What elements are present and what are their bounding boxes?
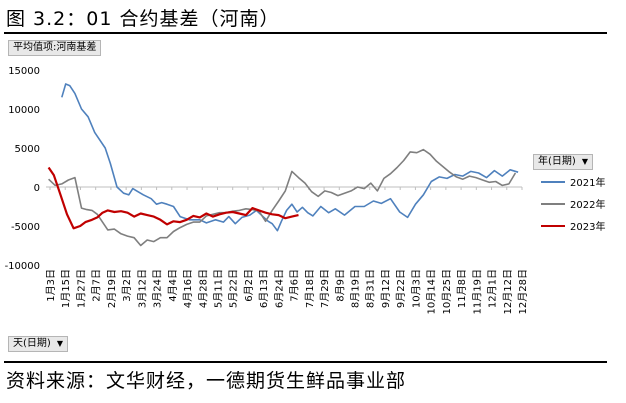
- x-tick-label: 6月13日: [258, 269, 270, 308]
- x-tick-label: 12月28日: [517, 269, 529, 314]
- x-tick-label: 1月15日: [60, 269, 72, 308]
- title-rule: [4, 32, 607, 34]
- x-tick-label: 3月24日: [152, 269, 164, 308]
- x-tick-label: 5月22日: [228, 269, 240, 308]
- x-tick-label: 3月2日: [121, 269, 133, 302]
- x-tick-label: 10月3日: [410, 269, 422, 308]
- x-tick-label: 10月25日: [441, 269, 453, 314]
- x-tick-label: 9月22日: [395, 269, 407, 308]
- x-tick-label: 10月14日: [426, 269, 438, 314]
- chevron-down-icon: ▼: [581, 157, 588, 166]
- x-tick-label: 8月9日: [334, 269, 346, 302]
- x-tick-label: 7月18日: [304, 269, 316, 308]
- x-tick-label: 7月29日: [319, 269, 331, 308]
- x-tick-label: 1月3日: [45, 269, 57, 302]
- x-tick-label: 1月27日: [75, 269, 87, 308]
- x-tick-label: 8月31日: [365, 269, 377, 308]
- x-tick-label: 3月12日: [136, 269, 148, 308]
- x-tick-label: 4月16日: [182, 269, 194, 308]
- series-line-2: [48, 148, 517, 247]
- figure-title: 图 3.2：01 合约基差（河南）: [6, 8, 280, 30]
- x-tick-label: 2月7日: [91, 269, 103, 302]
- x-tick-label: 2月19日: [106, 269, 118, 308]
- line-chart: -10000 -5000 0 5000 10000 15000 1月3日 1月15日 1月27日…: [5, 66, 606, 314]
- day-field-label: 天(日期): [13, 338, 51, 349]
- y-tick-label: 5000: [15, 144, 40, 155]
- y-tick-label: -10000: [5, 261, 40, 272]
- y-tick-label: -5000: [11, 222, 40, 233]
- values-field-button[interactable]: 平均值项:河南基差: [8, 40, 102, 56]
- y-tick-label: 15000: [8, 66, 40, 77]
- x-tick-label: 6月2日: [243, 269, 255, 302]
- y-tick-label: 10000: [8, 105, 40, 116]
- source-rule: [4, 361, 607, 363]
- x-tick-label: 4月28日: [197, 269, 209, 308]
- x-tick-label: 5月11日: [212, 269, 224, 308]
- day-field-dropdown[interactable]: 天(日期) ▼: [8, 336, 68, 352]
- x-tick-label: 11月8日: [456, 269, 468, 308]
- x-tick-label: 7月6日: [289, 269, 301, 302]
- x-tick-label: 12月1日: [487, 269, 499, 308]
- x-tick-label: 6月24日: [273, 269, 285, 308]
- x-tick-label: 4月4日: [167, 269, 179, 302]
- legend-entry: 2023年: [570, 220, 605, 233]
- legend-entry: 2021年: [570, 176, 605, 189]
- series-line-1: [61, 83, 519, 232]
- y-tick-label: 0: [34, 183, 40, 194]
- series-line-3: [47, 166, 299, 230]
- source-note: 资料来源：文华财经，一德期货生鲜品事业部: [6, 370, 407, 392]
- legend-entry: 2022年: [570, 198, 605, 211]
- x-tick-label: 9月12日: [380, 269, 392, 308]
- year-field-dropdown[interactable]: 年(日期) ▼: [533, 154, 593, 170]
- x-tick-label: 12月12日: [502, 269, 514, 314]
- x-tick-label: 8月19日: [350, 269, 362, 308]
- chevron-down-icon: ▼: [56, 339, 63, 348]
- x-tick-label: 11月19日: [471, 269, 483, 314]
- year-field-label: 年(日期): [538, 156, 576, 167]
